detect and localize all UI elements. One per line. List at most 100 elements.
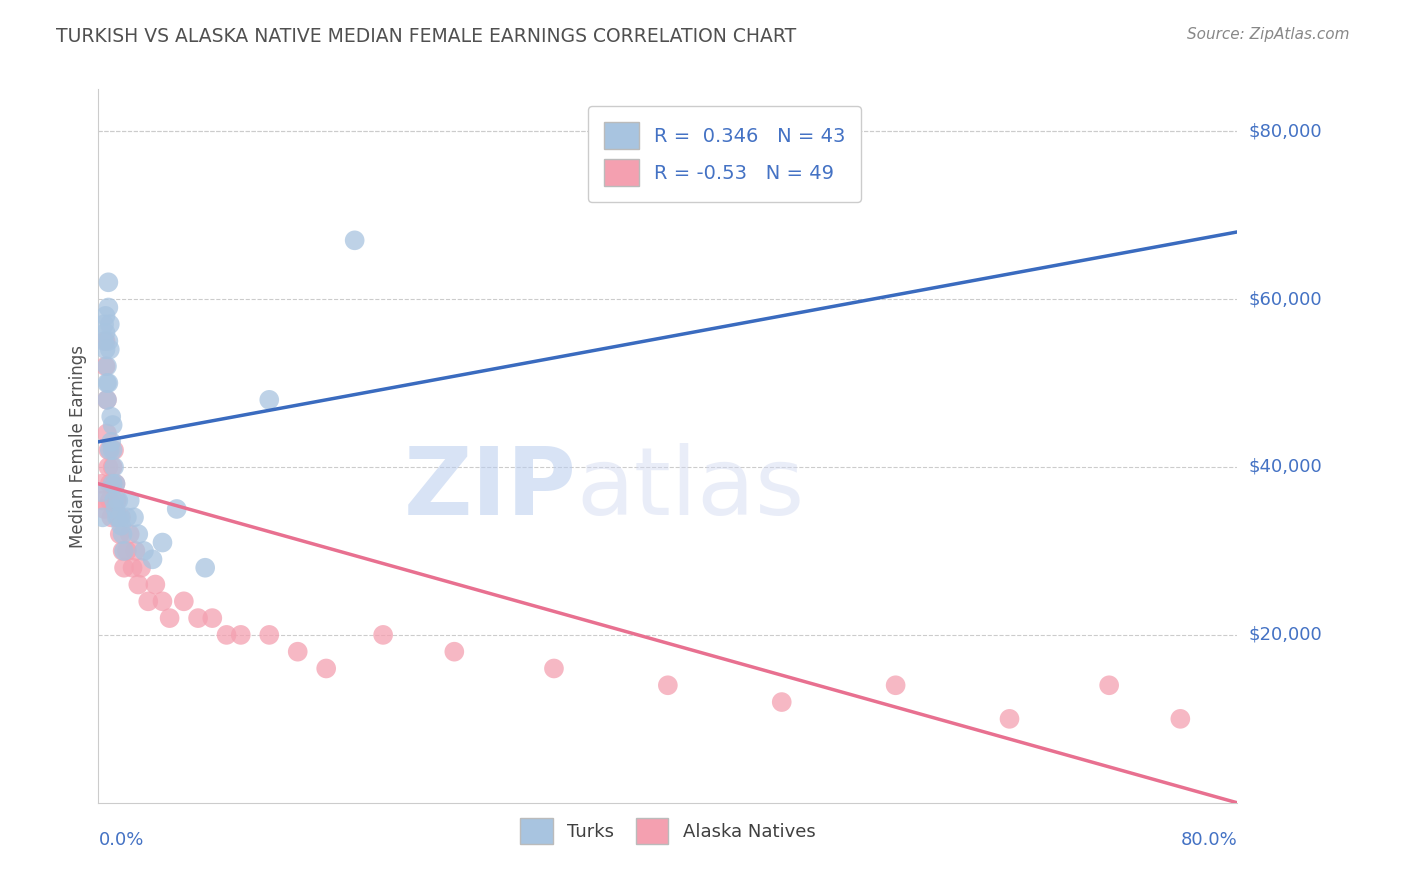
Point: [129, 560, 152, 574]
Text: $80,000: $80,000: [1249, 122, 1322, 140]
Point: [104, 476, 127, 491]
Text: ZIP: ZIP: [404, 442, 576, 535]
Point: [259, 392, 281, 407]
Point: [201, 611, 224, 625]
Point: [103, 493, 125, 508]
Point: [287, 645, 309, 659]
Point: [122, 510, 145, 524]
Point: [152, 535, 174, 549]
Text: $60,000: $60,000: [1249, 290, 1322, 308]
Point: [96, 426, 118, 441]
Point: [101, 460, 124, 475]
Point: [98, 493, 121, 508]
Point: [136, 594, 159, 608]
Point: [132, 544, 155, 558]
Legend: Turks, Alaska Natives: Turks, Alaska Natives: [513, 811, 823, 851]
Point: [97, 376, 120, 390]
Text: Source: ZipAtlas.com: Source: ZipAtlas.com: [1187, 27, 1350, 42]
Point: [105, 493, 128, 508]
Point: [1170, 712, 1192, 726]
Point: [315, 661, 337, 675]
Point: [108, 510, 131, 524]
Point: [112, 560, 135, 574]
Text: 0.0%: 0.0%: [98, 831, 143, 849]
Point: [127, 577, 149, 591]
Point: [94, 309, 117, 323]
Point: [118, 493, 141, 508]
Point: [107, 493, 129, 508]
Point: [657, 678, 679, 692]
Point: [111, 527, 134, 541]
Point: [96, 392, 118, 407]
Point: [97, 460, 120, 475]
Point: [543, 661, 565, 675]
Point: [104, 476, 127, 491]
Point: [101, 443, 124, 458]
Point: [1098, 678, 1121, 692]
Point: [98, 343, 121, 357]
Text: $20,000: $20,000: [1249, 626, 1323, 644]
Point: [94, 326, 117, 340]
Text: atlas: atlas: [576, 442, 806, 535]
Point: [101, 476, 124, 491]
Point: [770, 695, 793, 709]
Point: [98, 476, 121, 491]
Point: [115, 544, 138, 558]
Point: [127, 527, 149, 541]
Point: [97, 275, 120, 289]
Point: [94, 334, 117, 348]
Point: [93, 334, 115, 348]
Point: [93, 318, 115, 332]
Point: [103, 443, 125, 458]
Point: [112, 544, 135, 558]
Point: [103, 460, 125, 475]
Point: [98, 318, 121, 332]
Point: [173, 594, 195, 608]
Point: [159, 611, 181, 625]
Point: [443, 645, 465, 659]
Point: [100, 510, 122, 524]
Point: [115, 510, 138, 524]
Point: [187, 611, 209, 625]
Point: [111, 544, 134, 558]
Point: [145, 577, 167, 591]
Point: [105, 510, 128, 524]
Point: [121, 560, 143, 574]
Point: [97, 334, 120, 348]
Point: [229, 628, 252, 642]
Point: [166, 502, 188, 516]
Point: [98, 443, 121, 458]
Point: [152, 594, 174, 608]
Point: [91, 510, 114, 524]
Point: [110, 518, 132, 533]
Y-axis label: Median Female Earnings: Median Female Earnings: [69, 344, 87, 548]
Point: [343, 233, 366, 247]
Point: [998, 712, 1021, 726]
Text: $40,000: $40,000: [1249, 458, 1323, 476]
Point: [108, 527, 131, 541]
Point: [91, 493, 114, 508]
Point: [884, 678, 907, 692]
Point: [104, 502, 127, 516]
Point: [259, 628, 281, 642]
Point: [94, 359, 117, 374]
Point: [107, 510, 129, 524]
Point: [100, 434, 122, 449]
Text: 80.0%: 80.0%: [1181, 831, 1237, 849]
Point: [96, 392, 118, 407]
Point: [373, 628, 395, 642]
Text: TURKISH VS ALASKA NATIVE MEDIAN FEMALE EARNINGS CORRELATION CHART: TURKISH VS ALASKA NATIVE MEDIAN FEMALE E…: [56, 27, 796, 45]
Point: [97, 443, 120, 458]
Point: [94, 343, 117, 357]
Point: [124, 544, 146, 558]
Point: [141, 552, 163, 566]
Point: [96, 359, 118, 374]
Point: [101, 417, 124, 432]
Point: [97, 301, 120, 315]
Point: [90, 485, 112, 500]
Point: [215, 628, 238, 642]
Point: [96, 376, 118, 390]
Point: [110, 510, 132, 524]
Point: [118, 527, 141, 541]
Point: [90, 476, 112, 491]
